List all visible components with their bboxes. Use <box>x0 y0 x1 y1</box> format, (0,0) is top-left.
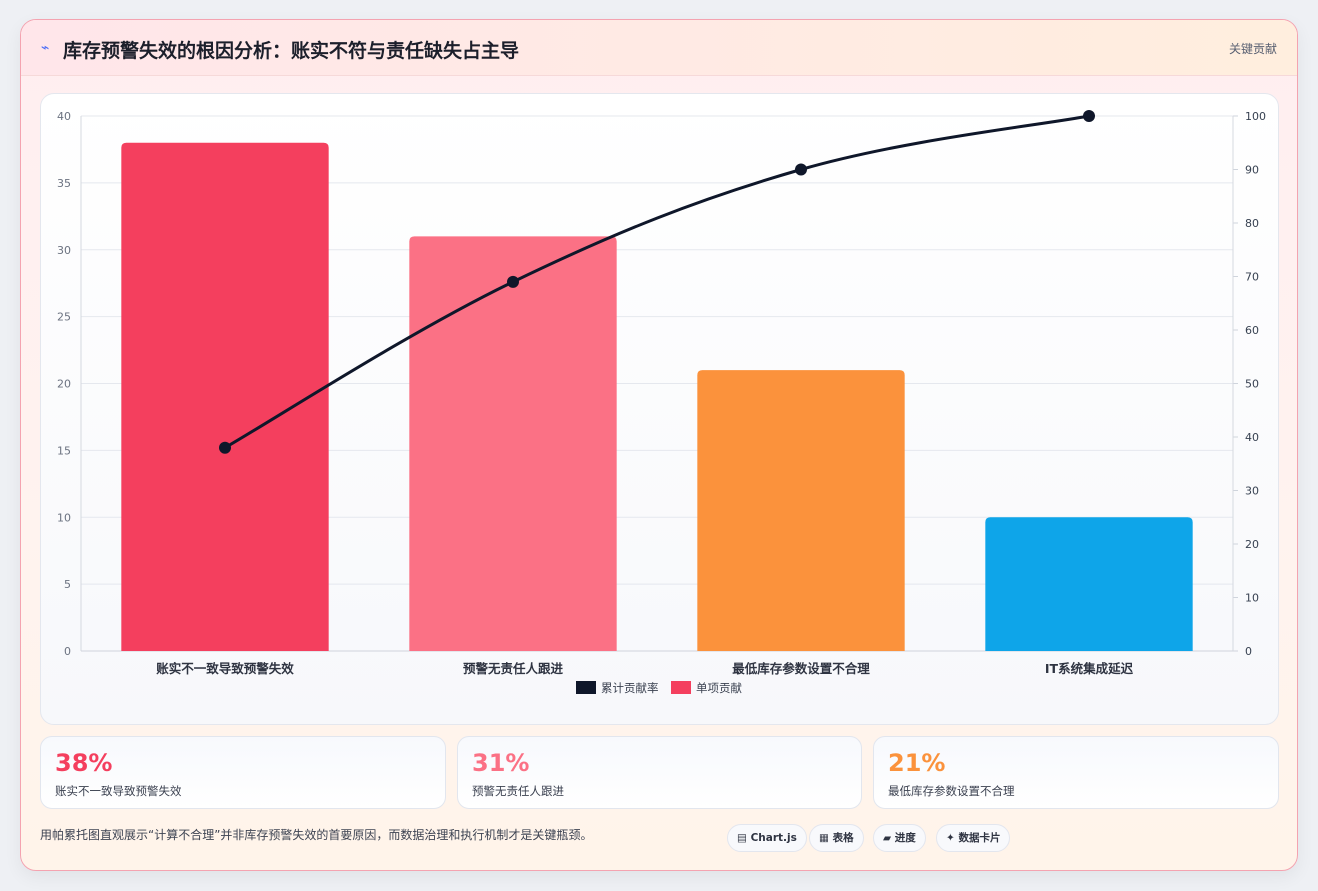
legend-swatch <box>671 681 691 694</box>
lightning-icon: ⌁ <box>41 40 50 56</box>
bar-1 <box>121 142 329 651</box>
y-left-tick-label: 10 <box>57 511 71 524</box>
y-left-tick-label: 5 <box>64 578 71 591</box>
y-right-tick-label: 0 <box>1245 645 1252 658</box>
stat-label: 最低库存参数设置不合理 <box>888 784 1015 798</box>
page-title: 库存预警失效的根因分析：账实不符与责任缺失占主导 <box>63 40 520 62</box>
footer-note: 用帕累托图直观展示“计算不合理”并非库存预警失效的首要原因，而数据治理和执行机制… <box>40 828 593 842</box>
legend-label: 累计贡献率 <box>601 681 659 695</box>
bar-4 <box>985 517 1193 651</box>
x-tick-label: 最低库存参数设置不合理 <box>732 661 870 676</box>
header-tag: 关键贡献 <box>1228 42 1277 56</box>
stat-value: 21% <box>888 749 946 777</box>
legend-swatch <box>576 681 596 694</box>
cumulative-point <box>795 163 807 176</box>
y-right-tick-label: 80 <box>1245 217 1259 230</box>
legend-label: 单项贡献 <box>696 681 742 695</box>
x-tick-label: 账实不一致导致预警失效 <box>156 661 294 676</box>
y-left-tick-label: 30 <box>57 244 71 257</box>
y-left-tick-label: 15 <box>57 444 71 457</box>
stat-card-1: 38% 账实不一致导致预警失效 <box>40 736 446 809</box>
y-right-tick-label: 40 <box>1245 431 1259 444</box>
cumulative-point <box>507 275 519 288</box>
chip-label: 进度 <box>894 832 916 844</box>
stat-label: 账实不一致导致预警失效 <box>55 784 182 798</box>
table-icon: ▦ <box>819 832 829 844</box>
stat-label: 预警无责任人跟进 <box>472 784 564 798</box>
cumulative-line <box>224 114 1090 449</box>
y-left-tick-label: 35 <box>57 177 71 190</box>
stat-value: 31% <box>472 749 530 777</box>
chip-chartjs[interactable]: ▤ Chart.js <box>727 824 807 852</box>
y-left-tick-label: 40 <box>57 110 71 123</box>
chip-progress[interactable]: ▰ 进度 <box>873 824 926 852</box>
chip-label: Chart.js <box>750 832 797 844</box>
y-right-tick-label: 20 <box>1245 538 1259 551</box>
chip-label: 数据卡片 <box>958 832 1001 844</box>
chip-data-card[interactable]: ✦ 数据卡片 <box>936 824 1011 852</box>
y-right-tick-label: 10 <box>1245 592 1259 605</box>
chart-panel: 0 5 10 15 20 25 30 35 40 0 10 20 30 40 50 60 70 80 90 100 账实… <box>40 93 1279 725</box>
y-right-tick-label: 30 <box>1245 485 1259 498</box>
y-right-tick-label: 60 <box>1245 324 1259 337</box>
chip-table[interactable]: ▦ 表格 <box>809 824 864 852</box>
stat-value: 38% <box>55 749 113 777</box>
y-right-tick-label: 90 <box>1245 164 1259 177</box>
stat-card-3: 21% 最低库存参数设置不合理 <box>873 736 1279 809</box>
y-left-tick-label: 25 <box>57 311 71 324</box>
x-tick-label: IT系统集成延迟 <box>1045 661 1134 676</box>
y-left-tick-label: 20 <box>57 378 71 391</box>
pareto-chart: 0 5 10 15 20 25 30 35 40 0 10 20 30 40 50 60 70 80 90 100 账实… <box>57 110 1266 695</box>
bar-3 <box>697 370 905 651</box>
y-right-tick-label: 100 <box>1245 110 1266 123</box>
y-right-tick-label: 50 <box>1245 378 1259 391</box>
cumulative-point <box>219 441 231 454</box>
y-right-tick-label: 70 <box>1245 271 1259 284</box>
cumulative-point <box>1083 110 1095 122</box>
x-tick-label: 预警无责任人跟进 <box>463 661 564 676</box>
progress-icon: ▰ <box>883 832 892 844</box>
chip-label: 表格 <box>832 832 854 844</box>
bar-2 <box>409 236 617 651</box>
sparkle-icon: ✦ <box>946 832 955 844</box>
chart-icon: ▤ <box>737 832 747 844</box>
dashboard-card: ⌁ 库存预警失效的根因分析：账实不符与责任缺失占主导 关键贡献 0 5 10 15 20… <box>20 19 1298 871</box>
y-left-tick-label: 0 <box>64 645 71 658</box>
stat-card-2: 31% 预警无责任人跟进 <box>457 736 862 809</box>
card-header: ⌁ 库存预警失效的根因分析：账实不符与责任缺失占主导 关键贡献 <box>21 20 1297 76</box>
